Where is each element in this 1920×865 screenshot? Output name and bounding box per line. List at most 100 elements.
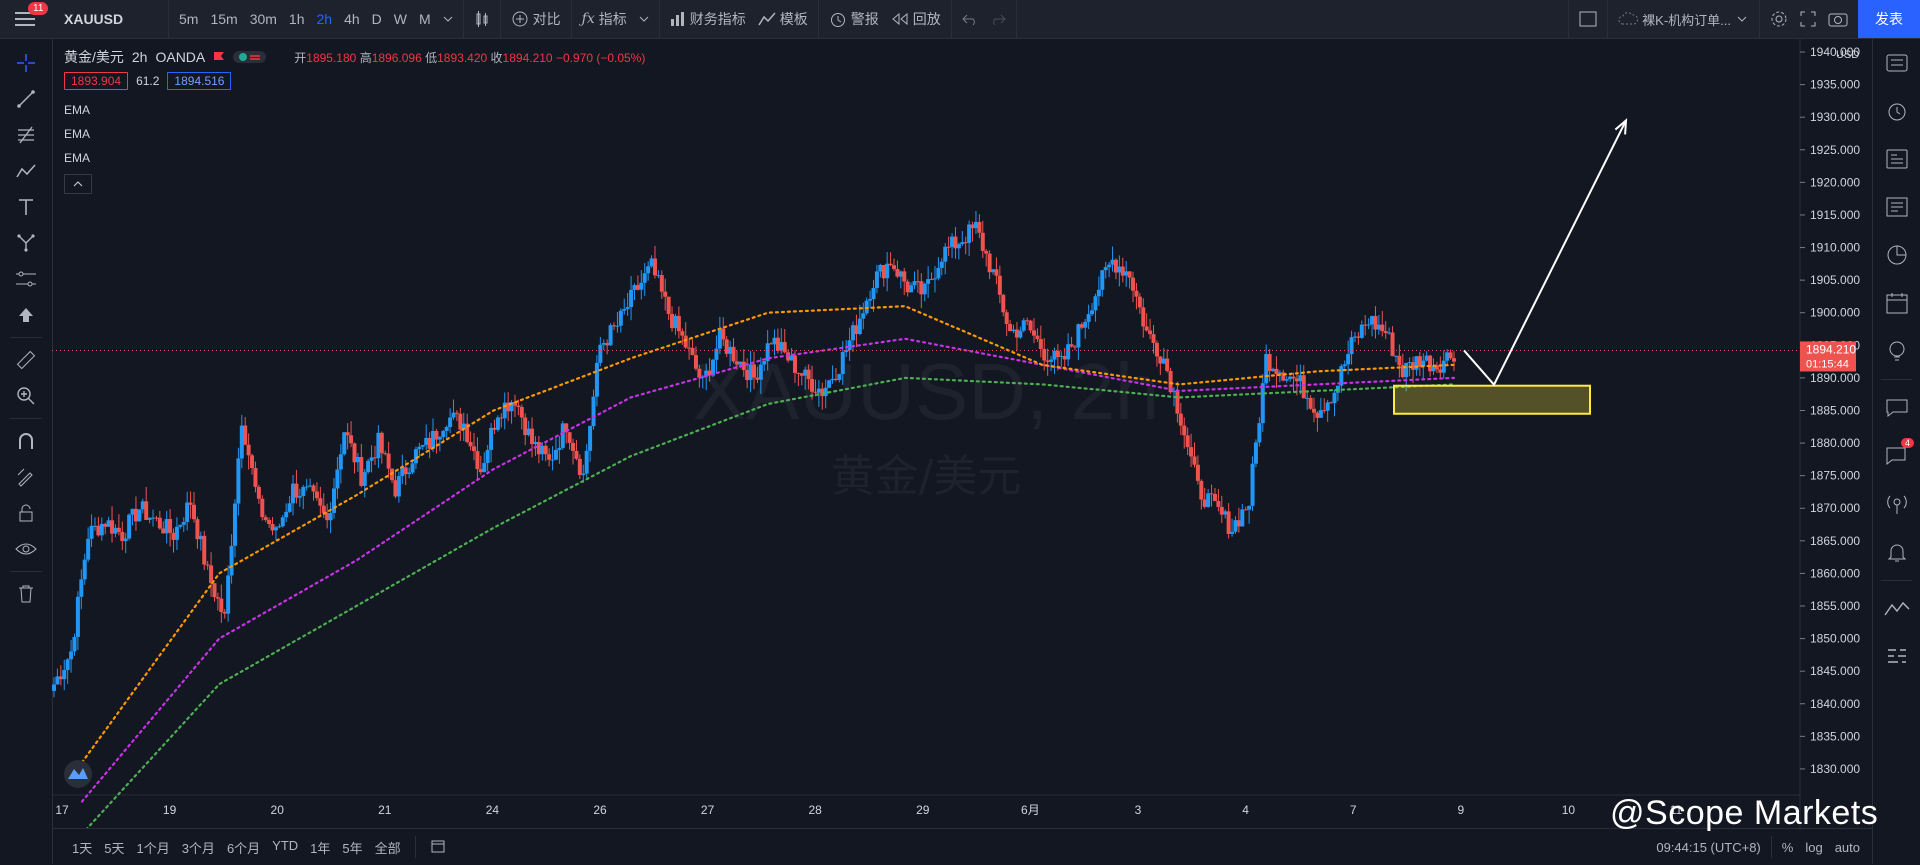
financials-button[interactable]: 财务指标: [664, 0, 752, 38]
candle-body: [540, 445, 545, 455]
alerts-widget[interactable]: [1873, 87, 1920, 135]
candle-body: [622, 309, 627, 311]
percent-scale-toggle[interactable]: %: [1781, 839, 1794, 855]
change-value: −0.970 (−0.05%): [555, 50, 646, 65]
symbol-search[interactable]: XAUUSD: [64, 11, 124, 27]
range-button-2[interactable]: 1个月: [136, 840, 170, 856]
clock-time[interactable]: 09:44:15 (UTC+8): [1656, 839, 1761, 855]
range-button-3[interactable]: 3个月: [181, 840, 215, 856]
ruler-tool[interactable]: [0, 342, 52, 378]
fib-tool[interactable]: [0, 117, 52, 153]
range-button-8[interactable]: 全部: [374, 840, 401, 856]
delete-tool[interactable]: [0, 576, 52, 612]
dom-widget[interactable]: [1873, 633, 1920, 681]
interval-2h[interactable]: 2h: [316, 11, 333, 27]
pattern-tool[interactable]: [0, 153, 52, 189]
magnet-tool[interactable]: [0, 423, 52, 459]
range-button-5[interactable]: YTD: [272, 837, 299, 853]
compare-button[interactable]: 对比: [505, 0, 567, 38]
candles-icon: [476, 11, 488, 27]
candle-body: [458, 413, 463, 430]
currency-label[interactable]: USD: [1836, 49, 1859, 61]
candle-body: [209, 565, 214, 584]
undo-button[interactable]: [956, 0, 984, 38]
legend-symbol-title[interactable]: 黄金/美元: [64, 49, 124, 65]
interval-5m[interactable]: 5m: [179, 11, 199, 27]
news-widget[interactable]: [1873, 135, 1920, 183]
goto-date-button[interactable]: [424, 838, 454, 857]
calendar-widget[interactable]: [1873, 279, 1920, 327]
measure-group-tool[interactable]: [0, 261, 52, 297]
indicator-ema-2[interactable]: EMA: [64, 127, 91, 141]
layout-selector[interactable]: 裸K-机构订单...: [1612, 0, 1755, 38]
trendline-tool[interactable]: [0, 81, 52, 117]
streams-widget[interactable]: [1873, 480, 1920, 528]
hotlist-widget[interactable]: [1873, 231, 1920, 279]
candle-body: [52, 684, 56, 691]
publish-button[interactable]: 发表: [1858, 0, 1920, 38]
interval-4h[interactable]: 4h: [344, 11, 360, 27]
indicator-ema-3[interactable]: EMA: [64, 151, 91, 165]
ask-box[interactable]: 1894.516: [167, 72, 232, 90]
settings-button[interactable]: [1764, 0, 1794, 38]
text-tool[interactable]: [0, 189, 52, 225]
range-button-7[interactable]: 5年: [342, 840, 363, 856]
collapse-legend-button[interactable]: [64, 174, 92, 194]
menu-button[interactable]: 11: [0, 0, 50, 38]
price-chart[interactable]: XAUUSD, 2h 黄金/美元 1830.000 1835.000 1840.000 1…: [52, 39, 1872, 828]
chat-widget[interactable]: [1873, 384, 1920, 432]
templates-button[interactable]: 模板: [752, 0, 814, 38]
arrow-tool[interactable]: [0, 297, 52, 333]
fullscreen-button[interactable]: [1794, 0, 1822, 38]
candle-body: [338, 454, 343, 470]
candle-body: [738, 361, 743, 365]
range-button-6[interactable]: 1年: [310, 840, 331, 856]
candle-body: [69, 651, 74, 660]
hide-drawings-tool[interactable]: [0, 531, 52, 567]
projection-path[interactable]: [1463, 120, 1627, 387]
support-zone-rectangle[interactable]: [1393, 384, 1591, 415]
layout-toggle[interactable]: [1573, 0, 1603, 38]
interval-w[interactable]: W: [393, 11, 407, 27]
candle-body: [615, 325, 620, 327]
redo-button[interactable]: [984, 0, 1012, 38]
range-button-4[interactable]: 6个月: [226, 840, 261, 856]
interval-30m[interactable]: 30m: [249, 11, 277, 27]
range-button-0[interactable]: 1天: [72, 840, 93, 856]
auto-scale-toggle[interactable]: auto: [1834, 839, 1860, 855]
interval-1h[interactable]: 1h: [288, 11, 305, 27]
snapshot-button[interactable]: [1822, 0, 1854, 38]
log-scale-toggle[interactable]: log: [1805, 839, 1823, 855]
candle-body: [267, 519, 272, 524]
bid-box[interactable]: 1893.904: [64, 72, 129, 90]
interval-dropdown[interactable]: [437, 0, 459, 38]
candle-body: [1134, 290, 1139, 297]
chart-type-button[interactable]: [468, 0, 496, 38]
replay-button[interactable]: 回放: [885, 0, 947, 38]
interval-d[interactable]: D: [371, 11, 382, 27]
interval-m[interactable]: M: [419, 11, 431, 27]
crosshair-tool[interactable]: [0, 45, 52, 81]
scope-markets-watermark: @Scope Markets: [1610, 794, 1878, 833]
candle-body: [813, 391, 818, 393]
data-window-widget[interactable]: [1873, 183, 1920, 231]
market-status-toggle[interactable]: [233, 51, 267, 63]
lock-tool[interactable]: [0, 495, 52, 531]
watchlist-widget[interactable]: [1873, 39, 1920, 87]
flag-icon[interactable]: [213, 51, 225, 63]
notifications-widget[interactable]: [1873, 528, 1920, 576]
indicator-ema-1[interactable]: EMA: [64, 103, 91, 117]
range-button-1[interactable]: 5天: [104, 840, 125, 856]
candle-body: [1305, 397, 1310, 399]
prediction-tool[interactable]: [0, 225, 52, 261]
zoom-tool[interactable]: [0, 378, 52, 414]
y-tick-label-3: 1845.000: [1810, 664, 1860, 678]
stay-drawing-tool[interactable]: [0, 459, 52, 495]
ideas-widget[interactable]: [1873, 327, 1920, 375]
interval-15m[interactable]: 15m: [210, 11, 238, 27]
last-price-tag[interactable]: [1800, 341, 1856, 372]
trading-panel-widget[interactable]: [1873, 585, 1920, 633]
indicators-button[interactable]: ƒx 指标: [576, 0, 655, 38]
alert-button[interactable]: 警报: [823, 0, 885, 38]
messages-widget[interactable]: 4: [1873, 432, 1920, 480]
